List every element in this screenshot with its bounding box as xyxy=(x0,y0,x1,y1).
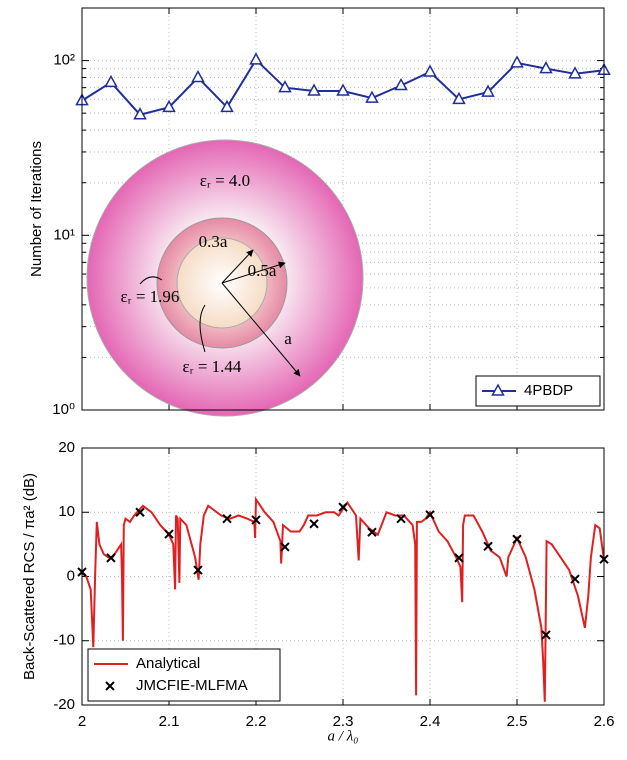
marker xyxy=(220,99,234,113)
marker xyxy=(454,553,464,563)
arrow xyxy=(221,249,254,284)
marker xyxy=(568,66,582,79)
y-tick-label: -20 xyxy=(53,696,75,713)
legend-marker xyxy=(491,383,505,396)
marker xyxy=(510,55,524,68)
x-tick-label: 2 xyxy=(78,713,86,730)
annotation: εᵣ = 1.96 xyxy=(121,287,180,306)
marker xyxy=(193,565,203,575)
marker xyxy=(512,534,522,544)
legend-marker xyxy=(105,681,115,691)
axes-frame xyxy=(81,7,605,411)
marker xyxy=(365,90,379,103)
marker xyxy=(481,84,495,97)
marker xyxy=(336,83,350,96)
marker xyxy=(396,513,406,524)
leader xyxy=(199,304,206,353)
x-tick-label: 2.2 xyxy=(246,713,267,730)
arrow xyxy=(221,261,286,284)
x-tick-label: 2.4 xyxy=(420,713,441,730)
x-tick-label: 2.5 xyxy=(507,713,528,730)
y-tick-label: 10 xyxy=(58,503,75,520)
annotation: a xyxy=(284,329,292,348)
marker xyxy=(164,529,174,539)
marker xyxy=(452,91,466,105)
y-tick-label: 0 xyxy=(67,567,75,584)
legend-label: 4PBDP xyxy=(524,382,573,399)
arrow xyxy=(221,282,301,377)
marker xyxy=(280,542,290,552)
y-tick-label: 10⁰ xyxy=(52,401,75,418)
x-tick-label: 2.1 xyxy=(159,713,180,730)
y-axis-title: Number of Iterations xyxy=(28,141,45,277)
y-axis-title: Back-Scattered RCS / πa² (dB) xyxy=(21,473,38,680)
legend-box xyxy=(87,648,281,702)
y-tick-label: 10² xyxy=(53,52,75,69)
marker xyxy=(425,510,435,520)
marker xyxy=(539,61,553,74)
marker xyxy=(309,519,319,529)
marker xyxy=(222,513,232,524)
y-tick-label: -10 xyxy=(53,632,75,649)
marker xyxy=(483,541,493,552)
annotation: εᵣ = 1.44 xyxy=(183,357,242,376)
x-axis-title: a / λ₀ xyxy=(328,728,359,744)
marker xyxy=(249,52,263,65)
marker xyxy=(278,80,292,93)
marker xyxy=(104,74,118,88)
marker xyxy=(106,553,116,563)
marker xyxy=(338,502,348,512)
marker xyxy=(191,69,205,83)
marker xyxy=(394,77,408,91)
marker xyxy=(162,99,176,113)
marker xyxy=(570,574,580,584)
marker xyxy=(367,527,377,537)
y-tick-label: 10¹ xyxy=(53,226,75,243)
legend-label: JMCFIE-MLFMA xyxy=(136,677,248,694)
axes-frame xyxy=(81,447,605,706)
marker xyxy=(423,64,437,77)
legend-label: Analytical xyxy=(136,655,200,672)
data-line xyxy=(81,496,605,702)
marker xyxy=(307,83,321,96)
marker xyxy=(133,107,147,120)
annotation: 0.3a xyxy=(199,232,228,251)
leader xyxy=(139,276,163,285)
annotation: 0.5a xyxy=(248,261,277,280)
annotation: εᵣ = 4.0 xyxy=(200,171,250,190)
marker xyxy=(135,507,145,517)
x-tick-label: 2.6 xyxy=(594,713,615,730)
x-tick-label: 2.3 xyxy=(333,713,354,730)
marker xyxy=(251,515,261,525)
y-tick-label: 20 xyxy=(58,439,75,456)
inset-diagram: εᵣ = 4.0 0.3a 0.5a a εᵣ = 1.96 εᵣ = 1.44 xyxy=(86,139,364,417)
marker xyxy=(541,630,551,640)
